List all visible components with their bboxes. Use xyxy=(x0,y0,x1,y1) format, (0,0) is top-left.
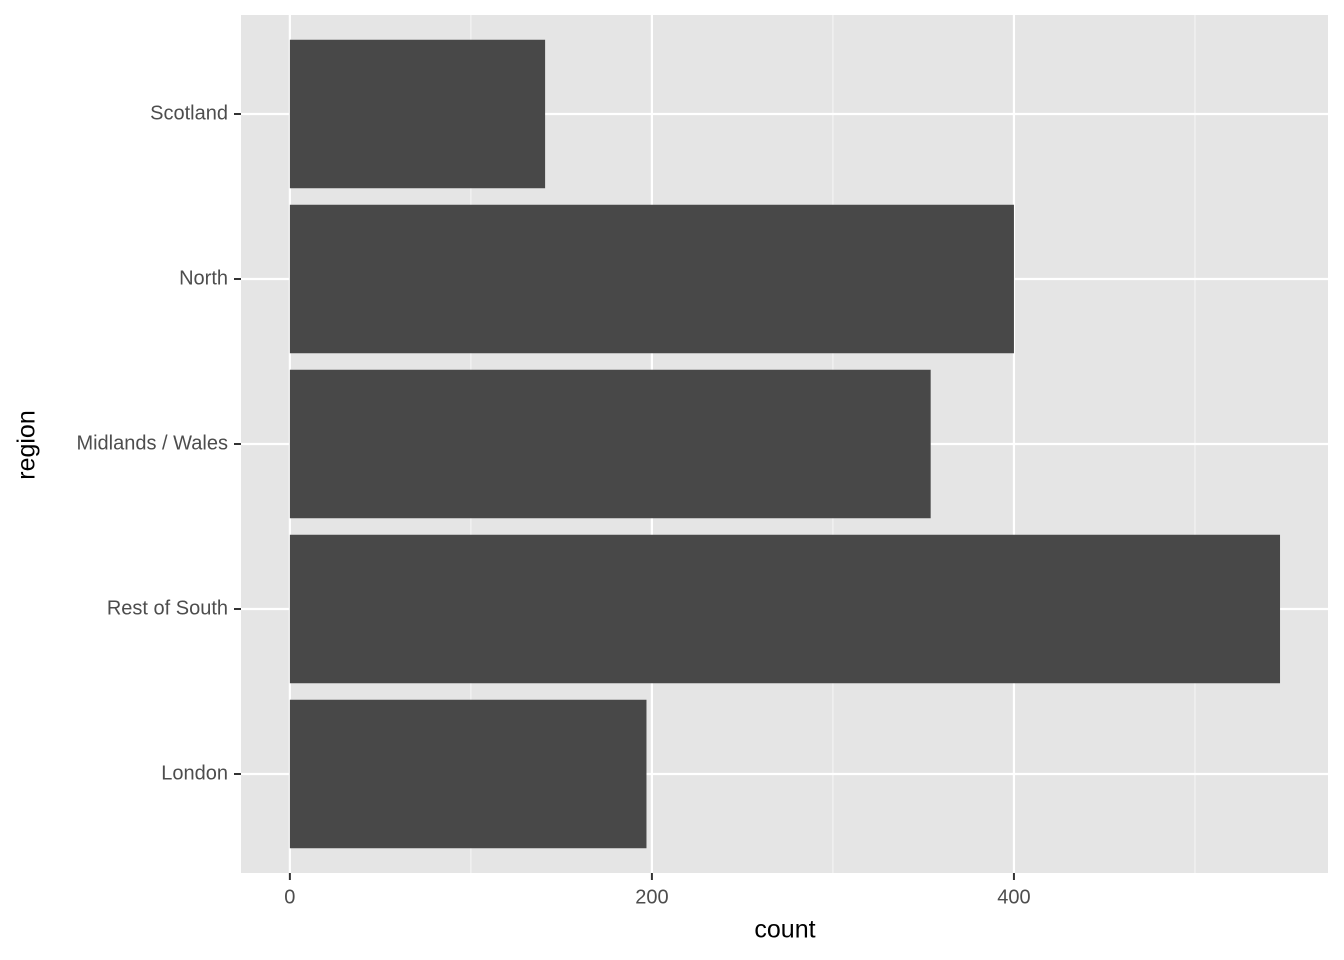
y-tick-label: Midlands / Wales xyxy=(76,432,228,454)
bar xyxy=(289,699,647,849)
x-tick-label: 400 xyxy=(997,886,1030,908)
bar xyxy=(289,369,931,519)
x-tick-label: 200 xyxy=(635,886,668,908)
x-tick-label: 0 xyxy=(284,886,295,908)
y-tick-label: Scotland xyxy=(150,102,228,124)
y-tick-label: London xyxy=(161,762,228,784)
x-axis-title: count xyxy=(754,916,815,944)
y-tick-label: Rest of South xyxy=(107,597,228,619)
y-axis-title: region xyxy=(13,410,41,480)
bar xyxy=(289,39,546,189)
bar xyxy=(289,204,1014,354)
bar xyxy=(289,534,1281,684)
y-tick-label: North xyxy=(179,267,228,289)
